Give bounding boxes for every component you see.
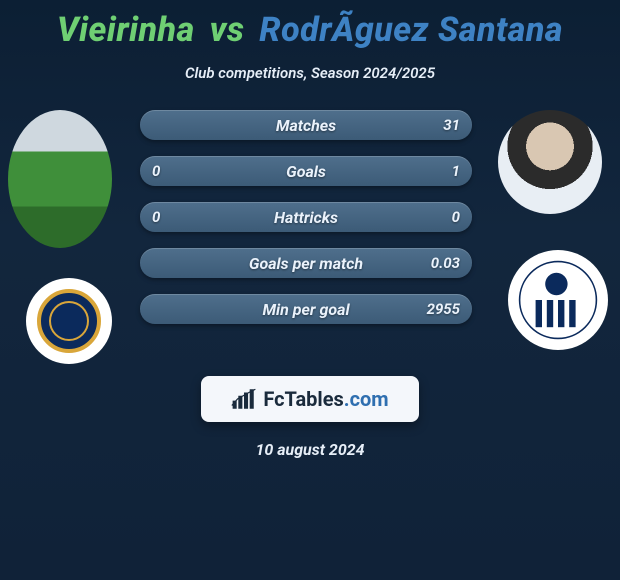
stat-value-right: 0.03 [431, 248, 460, 278]
title-player2: RodrÃ­guez Santana [259, 10, 563, 50]
stat-label: Hattricks [140, 202, 472, 232]
stat-row-goals: 0 Goals 1 [140, 156, 472, 186]
lamia-badge-svg [518, 260, 598, 340]
footer: FcTables.com 10 august 2024 [0, 376, 620, 459]
subtitle: Club competitions, Season 2024/2025 [0, 64, 620, 82]
player2-photo-placeholder [498, 110, 602, 214]
stat-row-hattricks: 0 Hattricks 0 [140, 202, 472, 232]
stat-value-right: 1 [452, 156, 460, 186]
stat-row-min-per-goal: Min per goal 2955 [140, 294, 472, 324]
lecce-badge-icon [37, 289, 101, 353]
title-vs: vs [210, 10, 245, 50]
stats-list: Matches 31 0 Goals 1 0 Hattricks 0 Goals… [140, 110, 472, 324]
title: Vieirinha vs RodrÃ­guez Santana [0, 0, 620, 50]
player2-club-crest [508, 250, 608, 350]
date-text: 10 august 2024 [255, 440, 364, 459]
stat-label: Matches [140, 110, 472, 140]
player2-photo [498, 110, 602, 214]
bar-chart-icon [231, 387, 257, 411]
stat-value-right: 31 [443, 110, 460, 140]
lamia-badge-icon [518, 260, 598, 340]
stat-row-matches: Matches 31 [140, 110, 472, 140]
stat-value-right: 0 [452, 202, 460, 232]
brand-suffix: .com [344, 387, 389, 411]
player1-club-crest [26, 278, 112, 364]
stat-label: Min per goal [140, 294, 472, 324]
comparison-card: Vieirinha vs RodrÃ­guez Santana Club com… [0, 0, 620, 580]
stat-row-goals-per-match: Goals per match 0.03 [140, 248, 472, 278]
brand-text: FcTables.com [263, 387, 388, 411]
content-area: Matches 31 0 Goals 1 0 Hattricks 0 Goals… [0, 110, 620, 380]
stat-label: Goals per match [140, 248, 472, 278]
stat-value-right: 2955 [427, 294, 460, 324]
player1-photo [8, 110, 112, 248]
brand-name: FcTables [263, 387, 343, 411]
stat-label: Goals [140, 156, 472, 186]
title-player1: Vieirinha [57, 10, 195, 50]
player1-photo-placeholder [8, 110, 112, 248]
brand-logo: FcTables.com [201, 376, 419, 422]
